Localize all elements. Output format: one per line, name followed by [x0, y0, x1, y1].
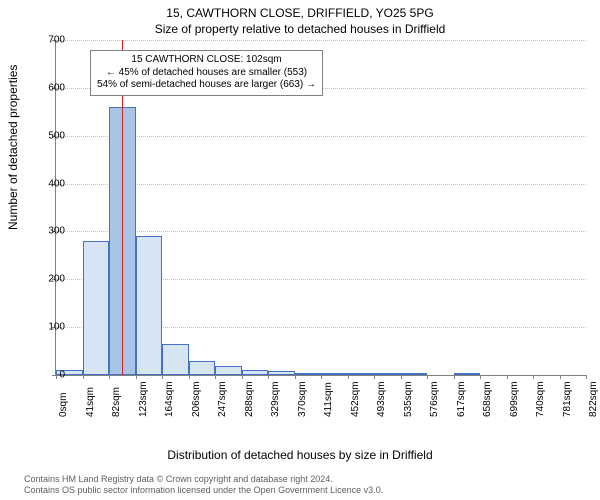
x-tick-label: 822sqm — [588, 381, 599, 417]
x-tick-label: 535sqm — [403, 381, 414, 417]
y-tick-label: 500 — [35, 130, 65, 141]
y-axis-label: Number of detached properties — [6, 65, 20, 230]
x-tick-label: 0sqm — [58, 393, 69, 417]
histogram-bar — [295, 373, 322, 375]
x-tick-label: 288sqm — [244, 381, 255, 417]
x-tick-mark — [454, 375, 455, 379]
gridline — [56, 231, 586, 232]
x-tick-mark — [189, 375, 190, 379]
x-tick-label: 206sqm — [191, 381, 202, 417]
x-tick-mark — [507, 375, 508, 379]
x-tick-label: 41sqm — [85, 387, 96, 417]
histogram-bar — [215, 366, 242, 375]
footer-attribution: Contains HM Land Registry data © Crown c… — [24, 474, 590, 497]
footer-line1: Contains HM Land Registry data © Crown c… — [24, 474, 590, 485]
histogram-bar — [348, 373, 375, 375]
x-tick-label: 781sqm — [562, 381, 573, 417]
x-tick-label: 699sqm — [509, 381, 520, 417]
x-tick-label: 740sqm — [535, 381, 546, 417]
x-tick-mark — [295, 375, 296, 379]
x-tick-label: 82sqm — [111, 387, 122, 417]
histogram-bar — [401, 373, 428, 375]
footer-line2: Contains OS public sector information li… — [24, 485, 590, 496]
x-tick-mark — [268, 375, 269, 379]
x-tick-mark — [242, 375, 243, 379]
gridline — [56, 136, 586, 137]
x-tick-mark — [427, 375, 428, 379]
y-tick-label: 700 — [35, 35, 65, 46]
x-tick-label: 164sqm — [164, 381, 175, 417]
gridline — [56, 184, 586, 185]
histogram-bar — [454, 373, 481, 375]
y-tick-label: 0 — [35, 370, 65, 381]
x-tick-mark — [401, 375, 402, 379]
histogram-bar — [162, 344, 189, 375]
histogram-bar — [242, 370, 269, 375]
x-tick-mark — [215, 375, 216, 379]
gridline — [56, 40, 586, 41]
histogram-bar — [136, 236, 163, 375]
x-tick-label: 617sqm — [456, 381, 467, 417]
x-tick-label: 452sqm — [350, 381, 361, 417]
x-tick-mark — [348, 375, 349, 379]
x-tick-mark — [136, 375, 137, 379]
x-tick-mark — [83, 375, 84, 379]
histogram-bar — [374, 373, 401, 375]
histogram-bar — [321, 373, 348, 375]
x-axis-label: Distribution of detached houses by size … — [0, 448, 600, 462]
x-tick-label: 370sqm — [297, 381, 308, 417]
histogram-bar — [189, 361, 216, 375]
x-tick-label: 329sqm — [270, 381, 281, 417]
y-tick-label: 300 — [35, 226, 65, 237]
chart-title-line2: Size of property relative to detached ho… — [0, 22, 600, 36]
x-tick-mark — [321, 375, 322, 379]
x-tick-label: 247sqm — [217, 381, 228, 417]
x-tick-mark — [109, 375, 110, 379]
histogram-bar — [83, 241, 110, 375]
x-tick-label: 411sqm — [323, 382, 334, 417]
y-tick-label: 100 — [35, 322, 65, 333]
y-tick-label: 600 — [35, 82, 65, 93]
x-tick-label: 493sqm — [376, 381, 387, 417]
histogram-bar — [268, 371, 295, 375]
chart-title-line1: 15, CAWTHORN CLOSE, DRIFFIELD, YO25 5PG — [0, 6, 600, 20]
annotation-line1: 15 CAWTHORN CLOSE: 102sqm — [97, 54, 316, 67]
x-tick-mark — [480, 375, 481, 379]
annotation-line3: 54% of semi-detached houses are larger (… — [97, 79, 316, 92]
y-tick-label: 400 — [35, 178, 65, 189]
x-tick-mark — [586, 375, 587, 379]
x-tick-mark — [560, 375, 561, 379]
x-tick-label: 576sqm — [429, 381, 440, 417]
x-tick-mark — [162, 375, 163, 379]
x-tick-mark — [374, 375, 375, 379]
x-tick-label: 123sqm — [138, 381, 149, 417]
x-tick-label: 658sqm — [482, 381, 493, 417]
annotation-line2: ← 45% of detached houses are smaller (55… — [97, 67, 316, 80]
y-tick-label: 200 — [35, 274, 65, 285]
annotation-box: 15 CAWTHORN CLOSE: 102sqm ← 45% of detac… — [90, 50, 323, 96]
x-tick-mark — [533, 375, 534, 379]
